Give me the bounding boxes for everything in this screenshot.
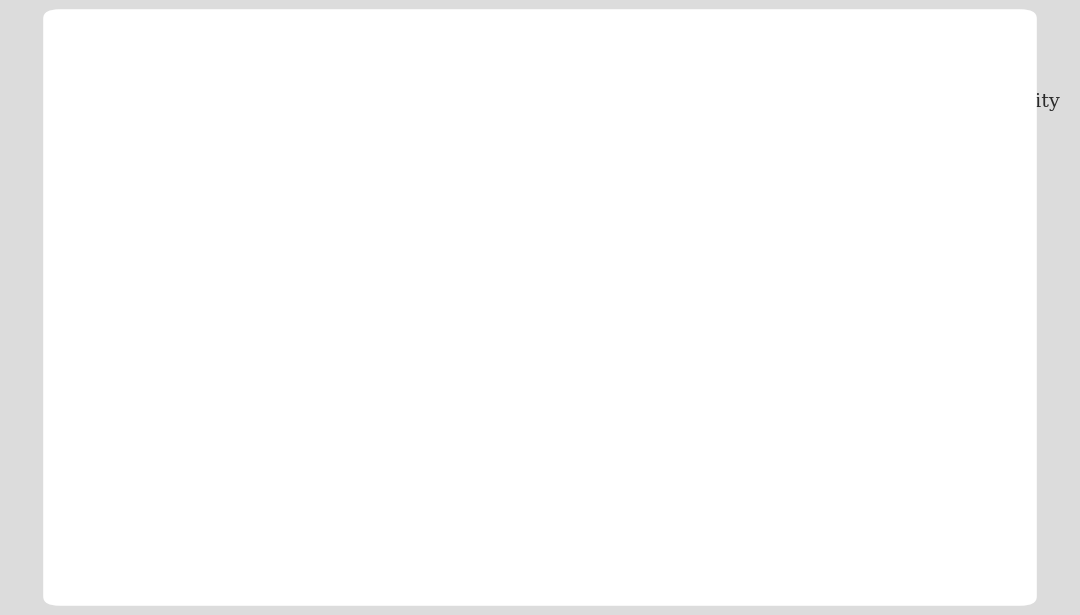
Text: and N: and N [484, 124, 550, 142]
Text: cm: cm [438, 124, 474, 142]
Text: compensated semiconductor. Consider silicon semiconductor at T=27 °C in which th: compensated semiconductor. Consider sili… [132, 93, 1061, 111]
Text: a: a [366, 141, 374, 156]
Text: =5x10: =5x10 [553, 124, 616, 142]
Text: −3: −3 [649, 109, 670, 124]
Text: doping concentrations N: doping concentrations N [132, 124, 374, 142]
Text: 120000: 120000 [199, 529, 315, 560]
Text: −3: −3 [470, 109, 489, 124]
Text: Calculate the thermal-equilibrium of electron  concentrations per cubic centimet: Calculate the thermal-equilibrium of ele… [132, 56, 986, 74]
Text: 15000: 15000 [199, 416, 296, 447]
Text: =2x10: =2x10 [373, 124, 436, 142]
Text: 14: 14 [604, 109, 621, 124]
Text: cm: cm [619, 124, 653, 142]
Text: 150000: 150000 [199, 199, 315, 231]
Text: 12000: 12000 [199, 306, 296, 338]
Text: d: d [545, 141, 554, 156]
Text: 15: 15 [424, 109, 442, 124]
